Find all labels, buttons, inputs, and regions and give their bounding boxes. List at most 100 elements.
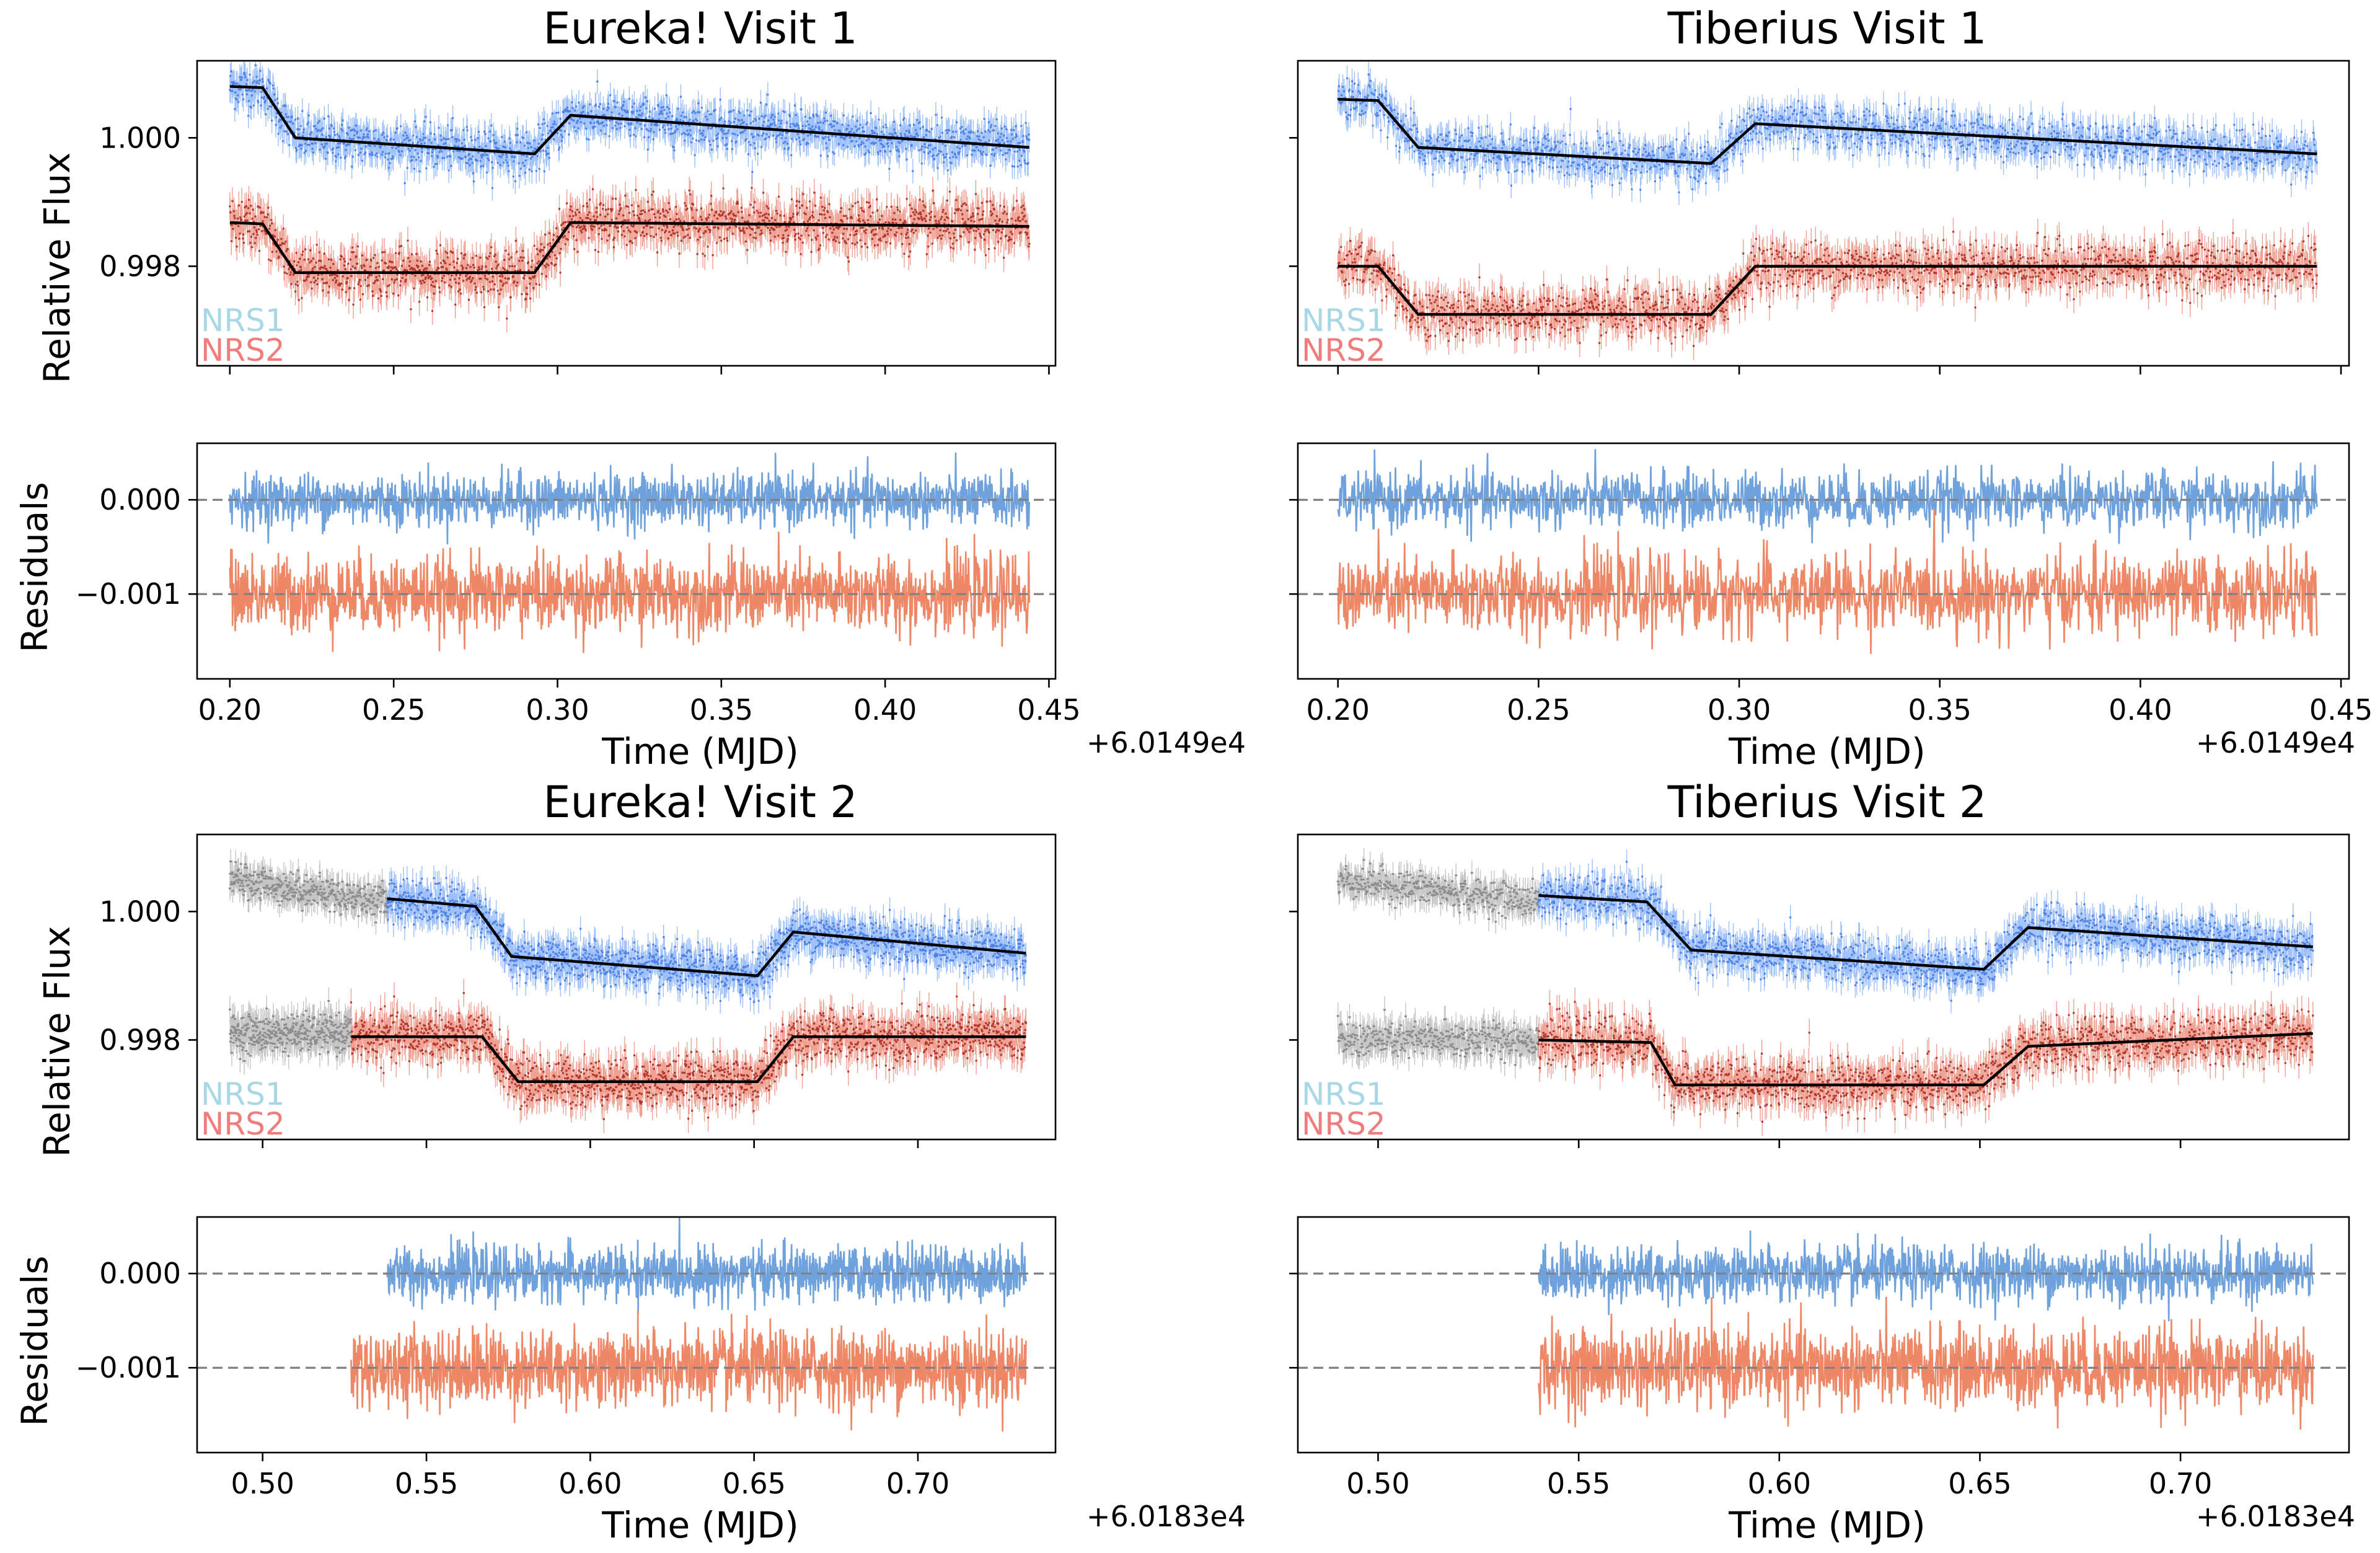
y-tick-label: 0.998 (99, 249, 181, 283)
x-tick-label: 0.25 (362, 693, 425, 727)
errorbars-nrs2 (1538, 988, 2314, 1136)
plot-area (197, 1217, 1056, 1432)
model-line-nrs1 (1538, 894, 2313, 971)
x-tick-label: 0.20 (198, 693, 262, 727)
model-line-nrs1 (229, 85, 1029, 156)
panel-title-eureka-visit-2: Eureka! Visit 2 (543, 777, 857, 828)
x-offset-tiberius-v2: +6.0183e4 (2196, 1500, 2355, 1533)
axes-frame (1297, 833, 2350, 1141)
errorbars-nrs1 (1338, 62, 2317, 205)
axes-frame (1297, 442, 2350, 680)
model-line-nrs2 (1338, 265, 2317, 316)
x-tick-label: 0.60 (1748, 1467, 1811, 1500)
xlabel-time-eureka-v2: Time (MJD) (601, 1504, 798, 1546)
ylabel-relative-flux-bottom: Relative Flux (36, 926, 78, 1157)
x-offset-eureka-v2: +6.0183e4 (1086, 1500, 1246, 1533)
panel-tiberius-visit-2-residuals: 0.50 0.55 0.60 0.65 0.70 (1289, 1216, 2350, 1500)
x-tick-label: 0.70 (2149, 1467, 2212, 1500)
model-line-nrs1 (387, 897, 1026, 978)
x-tick-label: 0.30 (526, 693, 589, 727)
panel-title-eureka-visit-1: Eureka! Visit 1 (543, 3, 857, 54)
x-offset-tiberius-v1: +6.0149e4 (2196, 726, 2355, 759)
residual-series-nrs1 (386, 1217, 1027, 1314)
x-tick-label: 0.45 (2309, 693, 2373, 727)
model-line-nrs2 (351, 1035, 1026, 1084)
residual-series-nrs1 (1337, 449, 2318, 544)
y-tick-label: −0.001 (76, 1351, 181, 1384)
errorbars-nrs2 (1338, 218, 2317, 360)
x-tick-label: 0.50 (1346, 1467, 1409, 1500)
legend-nrs1: NRS1 (1302, 1076, 1386, 1112)
x-tick-label: 0.65 (1948, 1467, 2011, 1500)
y-tick-label: 0.998 (99, 1023, 181, 1056)
x-tick-label: 0.35 (690, 693, 753, 727)
plot-area (1337, 62, 2318, 360)
residual-series-nrs2 (1337, 509, 2318, 654)
y-tick-label: 0.000 (99, 483, 181, 516)
x-tick-label: 0.40 (853, 693, 917, 727)
xlabel-time-tiberius-v2: Time (MJD) (1728, 1504, 1925, 1546)
y-tick-label: −0.001 (76, 577, 181, 611)
x-tick-label: 0.45 (1017, 693, 1080, 727)
legend-nrs2: NRS2 (1302, 332, 1386, 368)
model-line-nrs2 (229, 221, 1029, 275)
x-tick-label: 0.20 (1307, 693, 1370, 727)
excluded-errorbars-nrs1 (1338, 847, 1540, 934)
x-tick-label: 0.30 (1708, 693, 1771, 727)
residual-series-nrs2 (1538, 1296, 2314, 1430)
excluded-points-nrs1 (228, 861, 389, 924)
legend-nrs2: NRS2 (201, 332, 285, 368)
ylabel-residuals-top: Residuals (14, 482, 56, 652)
axes-frame (1297, 1216, 2350, 1454)
y-tick-label: 1.000 (99, 895, 181, 928)
panel-title-tiberius-visit-2: Tiberius Visit 2 (1667, 777, 1987, 828)
plot-area (197, 452, 1056, 653)
residual-series-nrs1 (229, 452, 1030, 545)
x-offset-eureka-v1: +6.0149e4 (1086, 726, 1246, 759)
x-tick-label: 0.65 (722, 1467, 785, 1500)
legend-nrs2: NRS2 (201, 1106, 285, 1142)
model-line-nrs2 (1538, 1032, 2313, 1087)
axes-frame (1297, 60, 2350, 367)
plot-area (228, 849, 1027, 1133)
ylabel-relative-flux-top: Relative Flux (36, 153, 78, 384)
x-tick-label: 0.25 (1507, 693, 1570, 727)
excluded-errorbars-nrs2 (1338, 996, 1540, 1079)
plot-area (1336, 847, 2314, 1136)
panel-title-tiberius-visit-1: Tiberius Visit 1 (1667, 3, 1987, 54)
excluded-points-nrs2 (228, 1000, 353, 1062)
legend-nrs1: NRS1 (1302, 303, 1386, 338)
residual-series-nrs2 (229, 531, 1030, 653)
errorbars-nrs2 (229, 174, 1030, 333)
axes-frame (196, 442, 1057, 680)
errorbars-nrs2 (350, 979, 1027, 1133)
errorbars-nrs1 (229, 61, 1030, 201)
errorbars-nrs1 (386, 865, 1027, 1015)
x-tick-label: 0.35 (1908, 693, 1972, 727)
residual-series-nrs1 (1538, 1230, 2314, 1322)
axes-frame (196, 1216, 1057, 1454)
xlabel-time-eureka-v1: Time (MJD) (601, 730, 798, 772)
y-tick-label: 0.000 (99, 1257, 181, 1290)
axes-frame (196, 60, 1057, 367)
axes-frame (196, 833, 1057, 1141)
x-tick-label: 0.55 (395, 1467, 458, 1500)
residual-series-nrs2 (350, 1310, 1027, 1432)
data-points-nrs1 (386, 877, 1027, 1003)
data-points-nrs1 (1537, 861, 2314, 1002)
legend-nrs1: NRS1 (201, 1076, 285, 1112)
ylabel-residuals-bottom: Residuals (14, 1255, 56, 1426)
excluded-points-nrs2 (1336, 1009, 1540, 1066)
panel-eureka-visit-1-residuals: 0.000 −0.001 0.20 0.25 0.30 0.35 0.40 0.45 (76, 442, 1081, 727)
model-line-nrs1 (1338, 97, 2317, 165)
plot-area (229, 61, 1031, 333)
plot-area (1298, 1230, 2349, 1430)
x-tick-label: 0.60 (558, 1467, 622, 1500)
x-tick-label: 0.70 (886, 1467, 950, 1500)
y-tick-label: 1.000 (99, 121, 181, 154)
legend-nrs1: NRS1 (201, 303, 285, 338)
